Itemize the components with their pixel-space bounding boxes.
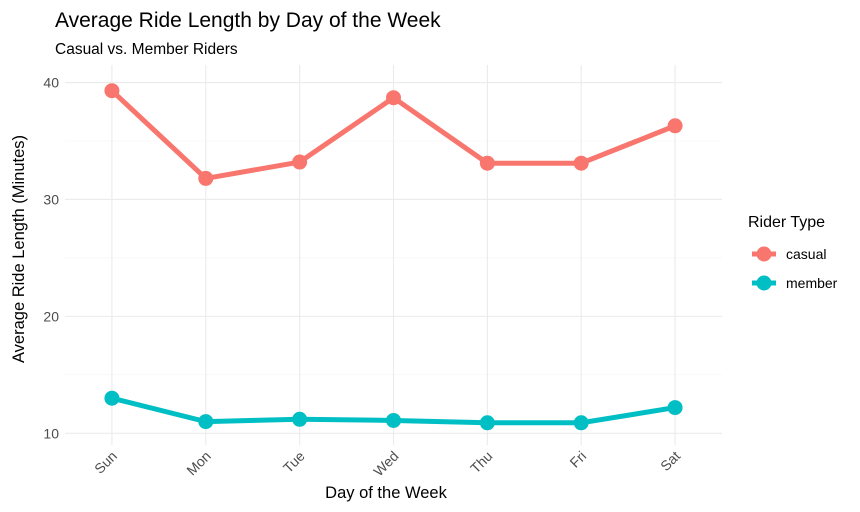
data-point-casual	[386, 90, 401, 105]
legend-item-casual: casual	[752, 246, 826, 262]
x-tick-label: Sun	[91, 448, 120, 477]
x-tick-label: Thu	[467, 448, 495, 476]
chart-title: Average Ride Length by Day of the Week	[55, 9, 441, 32]
legend-item-member: member	[752, 275, 838, 291]
x-axis-ticks: Sun Mon Tue Wed Thu Fri Sat	[91, 448, 683, 480]
chart-subtitle: Casual vs. Member Riders	[55, 41, 238, 58]
y-tick-label: 30	[43, 191, 59, 207]
y-axis-ticks: 10 20 30 40	[43, 75, 59, 442]
legend-title: Rider Type	[748, 214, 825, 231]
data-point-casual	[574, 156, 589, 171]
data-point-member	[292, 412, 307, 427]
y-tick-label: 20	[43, 308, 59, 324]
x-axis-title: Day of the Week	[325, 484, 447, 502]
x-tick-label: Mon	[183, 448, 214, 479]
x-tick-label: Fri	[566, 448, 589, 471]
legend-label: casual	[786, 246, 826, 262]
data-point-casual	[668, 118, 683, 133]
legend-key-point	[757, 247, 772, 262]
data-point-member	[668, 400, 683, 415]
x-tick-label: Sat	[657, 448, 683, 474]
legend: Rider Type casual member	[748, 214, 838, 291]
legend-key-point	[757, 276, 772, 291]
legend-label: member	[786, 275, 838, 291]
x-tick-label: Wed	[370, 448, 401, 479]
data-point-casual	[104, 83, 119, 98]
data-point-member	[480, 415, 495, 430]
data-point-member	[574, 415, 589, 430]
data-point-casual	[198, 171, 213, 186]
data-point-casual	[292, 155, 307, 170]
data-point-casual	[480, 156, 495, 171]
x-tick-label: Tue	[280, 448, 308, 476]
y-axis-title: Average Ride Length (Minutes)	[10, 135, 28, 363]
grid	[65, 65, 722, 445]
y-tick-label: 10	[43, 425, 59, 441]
data-point-member	[104, 391, 119, 406]
data-point-member	[386, 413, 401, 428]
data-point-member	[198, 414, 213, 429]
y-tick-label: 40	[43, 75, 59, 91]
